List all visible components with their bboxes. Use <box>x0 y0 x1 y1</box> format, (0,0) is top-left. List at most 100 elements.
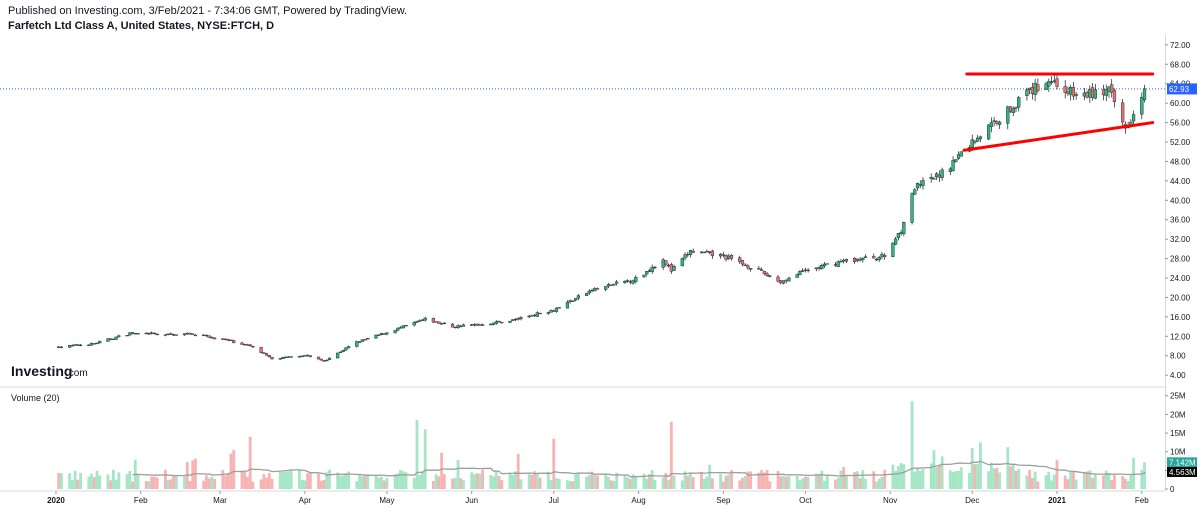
candle <box>286 356 291 358</box>
candle <box>133 333 137 335</box>
candle <box>519 316 523 321</box>
candle <box>1140 92 1144 120</box>
volume-bar <box>976 464 980 489</box>
candle <box>738 255 742 264</box>
candle <box>667 263 671 268</box>
volume-bar <box>377 477 381 489</box>
candle <box>204 334 209 337</box>
candle <box>954 159 958 163</box>
volume-bar <box>935 466 939 489</box>
candle <box>404 324 408 327</box>
volume-bar <box>109 480 113 489</box>
volume-bar <box>339 476 342 489</box>
volume-bar <box>834 479 837 489</box>
time-tick-label: Oct <box>799 496 812 505</box>
candle <box>699 251 704 254</box>
candle <box>727 253 731 260</box>
candle <box>128 331 132 336</box>
candle <box>171 333 176 336</box>
volume-bar <box>289 470 293 489</box>
candle <box>546 311 550 315</box>
volume-bar <box>475 473 479 489</box>
candle <box>902 221 906 237</box>
volume-bar <box>1006 447 1010 489</box>
candle <box>855 258 859 263</box>
volume-bar <box>401 471 405 489</box>
volume-bar <box>421 471 424 489</box>
candle <box>393 329 397 334</box>
volume-bar <box>328 469 331 489</box>
candle <box>319 358 323 361</box>
candle <box>872 253 876 259</box>
candle <box>801 268 805 273</box>
candle <box>623 280 627 284</box>
candle <box>995 120 999 126</box>
volume-bar <box>374 474 378 489</box>
volume-bar <box>626 477 630 489</box>
price-tick-label: 12.00 <box>1170 332 1191 341</box>
volume-bar <box>721 481 725 489</box>
candle <box>1036 78 1040 94</box>
volume-bar <box>762 472 766 489</box>
volume-bar <box>297 470 301 489</box>
volume-bar <box>451 478 454 489</box>
volume-bar <box>262 474 266 489</box>
candle <box>576 294 580 301</box>
volume-bar <box>363 475 367 489</box>
candle <box>795 273 799 278</box>
volume-bar <box>202 480 206 489</box>
candle <box>532 313 537 317</box>
candle <box>590 288 594 293</box>
volume-bar <box>336 472 340 489</box>
volume-bar <box>894 471 898 489</box>
candle <box>70 344 74 347</box>
candle <box>683 252 687 261</box>
candle <box>647 268 652 273</box>
candle <box>491 322 496 326</box>
candle <box>472 323 477 327</box>
volume-bar <box>68 473 72 489</box>
volume-bar <box>817 474 821 489</box>
chart-frame <box>0 35 1166 492</box>
volume-bar <box>959 467 963 489</box>
candle <box>718 253 723 259</box>
volume-bar <box>992 468 996 489</box>
last-price-label: 62.93 <box>1169 85 1190 94</box>
volume-bar <box>989 462 993 489</box>
candle <box>757 265 761 270</box>
candle <box>1052 75 1056 84</box>
candle <box>803 267 807 273</box>
volume-bar <box>213 478 217 489</box>
candle <box>1011 106 1015 117</box>
candle <box>1069 84 1073 101</box>
candle <box>642 274 646 278</box>
volume-bar <box>757 472 761 489</box>
candle <box>106 337 110 342</box>
volume-bar <box>896 466 900 489</box>
candle <box>130 332 135 335</box>
price-tick-label: 52.00 <box>1170 138 1191 147</box>
volume-bar <box>92 477 96 489</box>
candle <box>316 356 321 360</box>
candle <box>584 292 589 297</box>
candle <box>459 324 463 328</box>
volume-bar <box>741 477 744 489</box>
candle <box>385 332 389 336</box>
candle <box>305 354 310 357</box>
volume-bar <box>144 481 148 489</box>
volume-bar <box>628 479 632 489</box>
volume-bar <box>820 470 824 489</box>
volume-bar <box>355 481 359 489</box>
volume-bar <box>853 472 857 489</box>
candle <box>166 333 170 336</box>
candle <box>606 282 611 289</box>
published-note: Published on Investing.com, 3/Feb/2021 -… <box>8 5 408 17</box>
candle <box>762 270 766 276</box>
price-tick-label: 24.00 <box>1170 274 1191 283</box>
candle <box>270 356 274 360</box>
candle <box>565 300 570 309</box>
volume-bar <box>481 469 485 489</box>
volume-bar <box>566 480 569 489</box>
candle <box>768 274 772 278</box>
volume-bar <box>300 479 304 489</box>
